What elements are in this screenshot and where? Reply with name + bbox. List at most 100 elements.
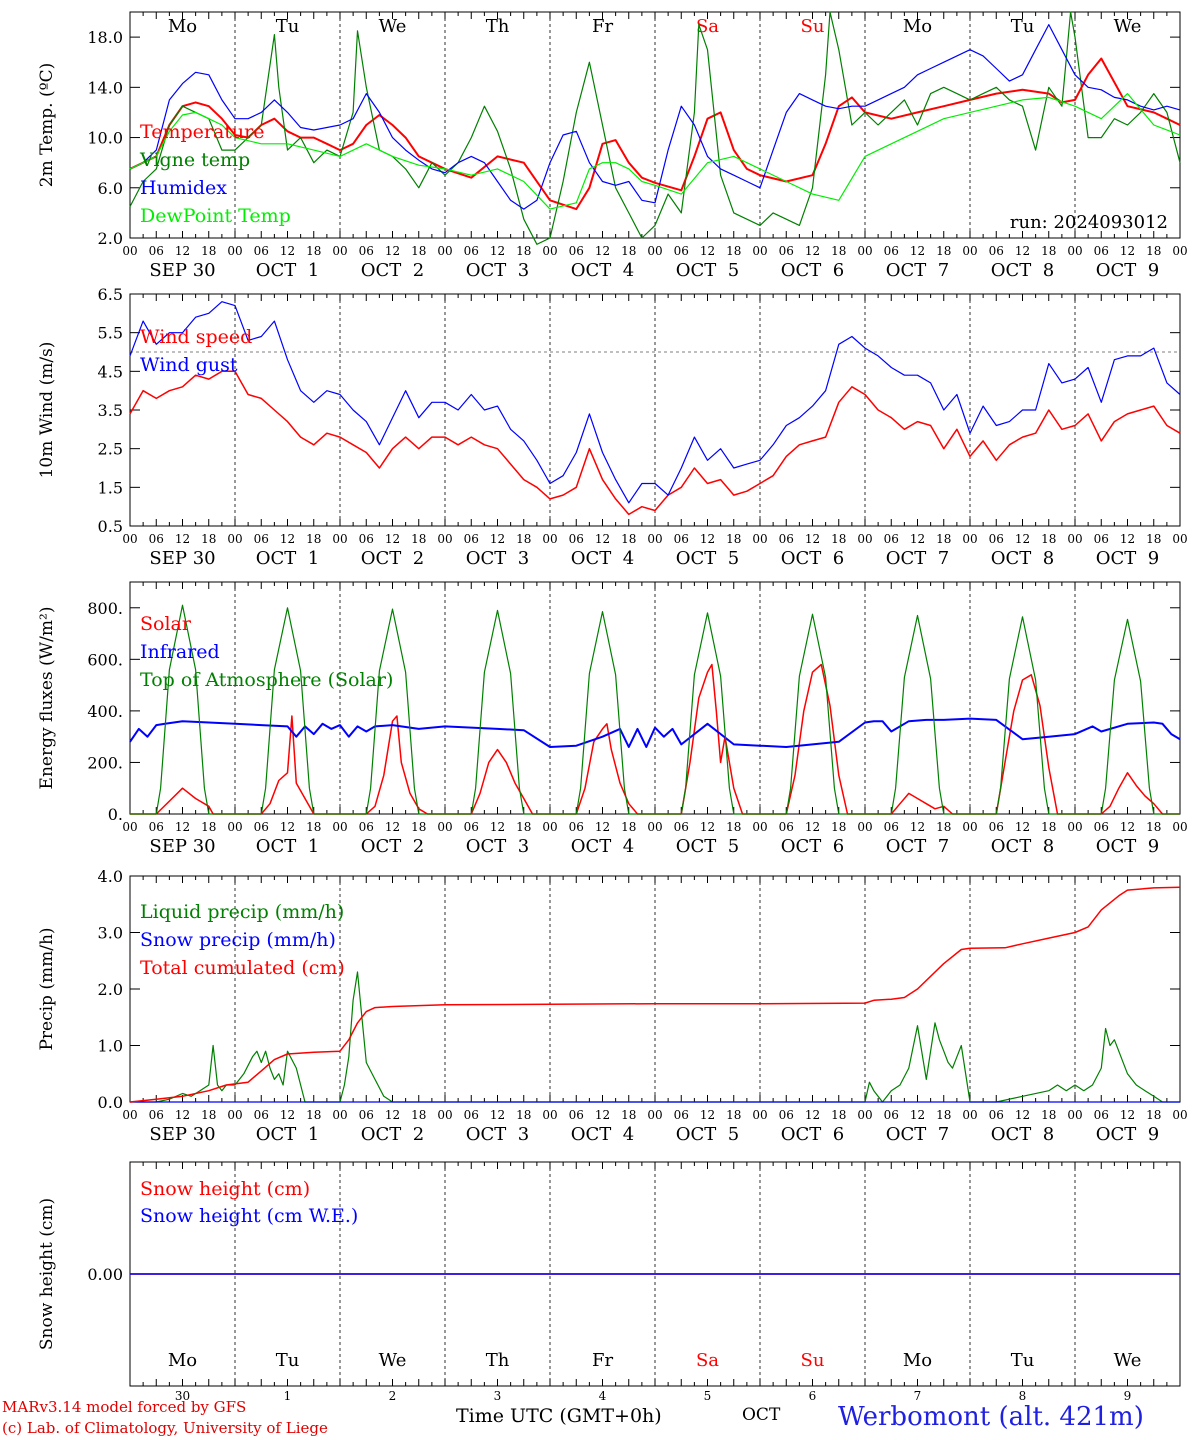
- y-tick-label: 0.00: [87, 1265, 123, 1284]
- date-label: SEP 30: [149, 548, 215, 569]
- y-tick-label: 0.0: [98, 1093, 123, 1112]
- station-name: Werbomont (alt. 421m): [838, 1402, 1144, 1432]
- hour-tick-label: 00: [647, 820, 662, 834]
- hour-tick-label: 12: [595, 244, 610, 258]
- hour-tick-label: 00: [437, 244, 452, 258]
- hour-tick-label: 06: [359, 532, 374, 546]
- hour-tick-label: 18: [411, 244, 426, 258]
- hour-tick-label: 18: [621, 1108, 636, 1122]
- hour-tick-label: 18: [1146, 244, 1161, 258]
- hour-tick-label: 12: [280, 532, 295, 546]
- hour-tick-label: 06: [674, 532, 689, 546]
- hour-tick-label: 18: [411, 820, 426, 834]
- month-label: OCT: [742, 1405, 781, 1425]
- hour-tick-label: 00: [227, 244, 242, 258]
- hour-tick-label: 12: [805, 244, 820, 258]
- hour-tick-label: 18: [1041, 532, 1056, 546]
- date-label: OCT 1: [256, 548, 319, 569]
- hour-tick-label: 06: [359, 820, 374, 834]
- hour-tick-label: 00: [962, 820, 977, 834]
- hour-tick-label: 12: [700, 244, 715, 258]
- hour-tick-label: 12: [1015, 1108, 1030, 1122]
- legend-entry: Wind gust: [140, 354, 238, 376]
- day-number-label: 6: [809, 1389, 817, 1403]
- hour-tick-label: 12: [490, 244, 505, 258]
- hour-tick-label: 18: [1041, 820, 1056, 834]
- hour-tick-label: 12: [1015, 244, 1030, 258]
- legend-entry: Top of Atmosphere (Solar): [140, 669, 393, 691]
- hour-tick-label: 12: [1015, 532, 1030, 546]
- legend-entry: Liquid precip (mm/h): [140, 901, 344, 923]
- series-line-infrared: [129, 717, 1181, 748]
- day-number-label: 1: [284, 1389, 292, 1403]
- date-label: OCT 4: [571, 548, 634, 569]
- legend-entry: Wind speed: [140, 326, 252, 348]
- hour-tick-label: 06: [149, 244, 164, 258]
- y-tick-label: 600.: [87, 650, 123, 669]
- hour-tick-label: 00: [542, 820, 557, 834]
- hour-tick-label: 00: [647, 244, 662, 258]
- weekday-label: Tu: [1011, 1350, 1035, 1371]
- date-label: OCT 9: [1096, 260, 1159, 281]
- legend-entry: Vigne temp: [139, 149, 250, 171]
- run-label: run: 2024093012: [1010, 212, 1168, 233]
- hour-tick-label: 00: [1172, 532, 1187, 546]
- hour-tick-label: 00: [1172, 244, 1187, 258]
- hour-tick-label: 00: [752, 1108, 767, 1122]
- hour-tick-label: 00: [122, 1108, 137, 1122]
- weekday-label: Su: [801, 1350, 825, 1371]
- y-axis-label: Precip (mm/h): [37, 927, 57, 1050]
- hour-tick-label: 12: [595, 532, 610, 546]
- date-label: OCT 4: [571, 836, 634, 857]
- hour-tick-label: 00: [542, 244, 557, 258]
- hour-tick-label: 06: [569, 244, 584, 258]
- hour-tick-label: 06: [464, 532, 479, 546]
- hour-tick-label: 18: [1041, 1108, 1056, 1122]
- hour-tick-label: 12: [280, 244, 295, 258]
- weekday-label: Mo: [903, 1350, 932, 1371]
- series-line-humidex: [129, 24, 1181, 210]
- hour-tick-label: 18: [621, 820, 636, 834]
- day-number-label: 7: [914, 1389, 922, 1403]
- hour-tick-label: 00: [227, 820, 242, 834]
- date-label: SEP 30: [149, 1124, 215, 1145]
- hour-tick-label: 00: [122, 244, 137, 258]
- date-label: OCT 6: [781, 1124, 844, 1145]
- hour-tick-label: 12: [1120, 820, 1135, 834]
- date-label: SEP 30: [149, 260, 215, 281]
- weekday-label: Sa: [696, 1350, 719, 1371]
- hour-tick-label: 00: [437, 820, 452, 834]
- date-label: OCT 8: [991, 548, 1054, 569]
- hour-tick-label: 00: [647, 1108, 662, 1122]
- date-label: OCT 2: [361, 260, 424, 281]
- hour-tick-label: 06: [1094, 244, 1109, 258]
- hour-tick-label: 12: [490, 1108, 505, 1122]
- hour-tick-label: 12: [490, 532, 505, 546]
- hour-tick-label: 00: [332, 532, 347, 546]
- y-tick-label: 0.: [108, 805, 123, 824]
- y-tick-label: 18.0: [87, 28, 123, 47]
- y-tick-label: 2.5: [98, 440, 123, 459]
- date-label: OCT 1: [256, 1124, 319, 1145]
- hour-tick-label: 12: [700, 1108, 715, 1122]
- hour-tick-label: 12: [175, 1108, 190, 1122]
- hour-tick-label: 18: [726, 820, 741, 834]
- date-label: OCT 5: [676, 1124, 739, 1145]
- weekday-label: Mo: [903, 16, 932, 37]
- hour-tick-label: 06: [149, 1108, 164, 1122]
- hour-tick-label: 18: [411, 1108, 426, 1122]
- hour-tick-label: 12: [805, 820, 820, 834]
- hour-tick-label: 12: [175, 820, 190, 834]
- series-line-vigne-temp: [129, 11, 1181, 245]
- hour-tick-label: 12: [910, 1108, 925, 1122]
- hour-tick-label: 06: [254, 244, 269, 258]
- y-tick-label: 1.5: [98, 478, 123, 497]
- hour-tick-label: 06: [989, 1108, 1004, 1122]
- hour-tick-label: 12: [175, 532, 190, 546]
- hour-tick-label: 06: [884, 1108, 899, 1122]
- hour-tick-label: 06: [149, 532, 164, 546]
- hour-tick-label: 06: [1094, 532, 1109, 546]
- hour-tick-label: 12: [700, 820, 715, 834]
- date-label: OCT 3: [466, 1124, 529, 1145]
- hour-tick-label: 18: [1146, 1108, 1161, 1122]
